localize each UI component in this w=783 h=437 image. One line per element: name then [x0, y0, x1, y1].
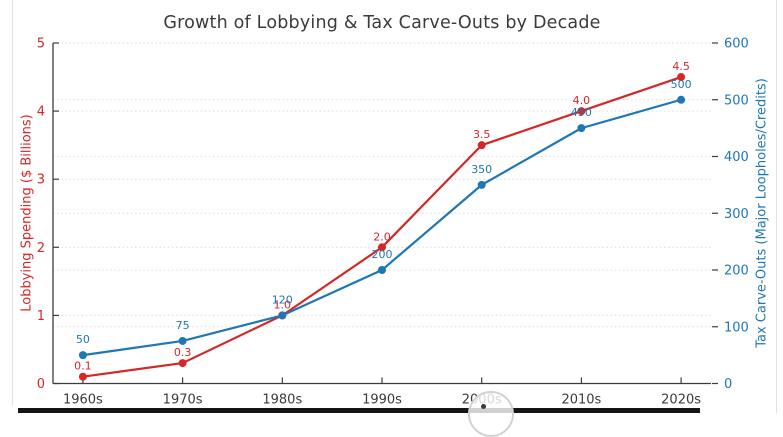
- cursor-dot: [481, 404, 486, 409]
- data-point: [178, 359, 187, 368]
- left-tick-label: 5: [37, 37, 45, 52]
- right-tick-label: 400: [724, 150, 749, 165]
- left-tick-label: 0: [37, 377, 45, 392]
- data-point: [78, 372, 87, 381]
- point-label: 0.3: [174, 346, 192, 359]
- window-edge-right: [776, 0, 777, 413]
- point-label: 1.0: [274, 298, 292, 311]
- point-label: 120: [272, 293, 293, 306]
- data-point: [477, 141, 486, 150]
- x-tick-label: 1960s: [63, 393, 103, 408]
- chart-title: Growth of Lobbying & Tax Carve-Outs by D…: [163, 13, 601, 33]
- data-point: [577, 124, 586, 133]
- right-tick-label: 600: [724, 37, 749, 52]
- right-tick-label: 300: [724, 207, 749, 222]
- window-edge-left: [12, 0, 13, 406]
- right-tick-label: 200: [724, 264, 749, 279]
- right-tick-label: 0: [724, 377, 732, 392]
- right-tick-label: 500: [724, 93, 749, 108]
- data-point: [477, 180, 486, 189]
- cursor-ripple: [468, 391, 514, 437]
- point-label: 3.5: [473, 128, 491, 141]
- right-tick-label: 100: [724, 320, 749, 335]
- x-tick-label: 2020s: [661, 393, 701, 408]
- point-label: 50: [76, 333, 90, 346]
- series-line-right: [82, 98, 682, 357]
- data-point: [278, 311, 287, 320]
- point-label: 75: [176, 319, 190, 332]
- data-point: [677, 73, 686, 82]
- left-tick-label: 3: [37, 173, 45, 188]
- data-point: [378, 266, 386, 274]
- data-point: [577, 107, 586, 116]
- data-point: [378, 243, 386, 252]
- data-point: [677, 95, 686, 104]
- left-tick-label: 4: [37, 105, 45, 120]
- series-line-left: [82, 76, 682, 378]
- point-label: 200: [372, 248, 393, 261]
- x-tick-label: 1980s: [262, 393, 302, 408]
- point-label: 2.0: [373, 230, 391, 243]
- bottom-bar: [18, 408, 700, 413]
- point-label: 500: [671, 78, 692, 91]
- data-point: [78, 351, 87, 360]
- x-tick-label: 1970s: [163, 393, 203, 408]
- point-label: 4.5: [672, 60, 690, 73]
- data-point: [178, 336, 187, 345]
- point-label: 4.0: [573, 94, 591, 107]
- left-tick-label: 1: [37, 309, 45, 324]
- left-tick-label: 2: [37, 241, 45, 256]
- point-label: 0.1: [74, 360, 92, 373]
- x-tick-label: 1990s: [362, 393, 402, 408]
- x-tick-label: 2010s: [561, 393, 601, 408]
- point-label: 450: [571, 106, 592, 119]
- point-label: 350: [471, 163, 492, 176]
